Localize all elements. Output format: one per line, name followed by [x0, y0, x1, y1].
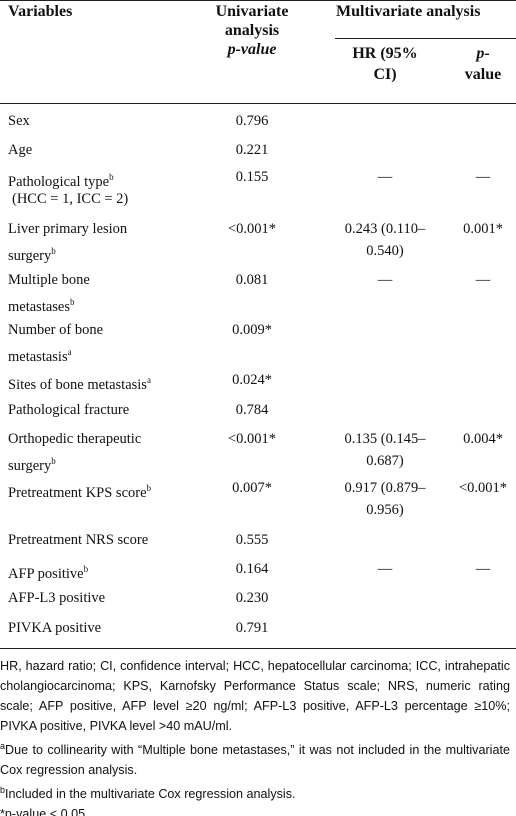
univariate-p: 0.230	[235, 590, 269, 606]
univariate-p: 0.796	[235, 113, 269, 129]
multivariate-p: 0.004*	[463, 431, 503, 447]
footnote-mark: a	[67, 347, 72, 357]
univariate-p: 0.791	[235, 620, 269, 636]
univariate-p: 0.009*	[232, 322, 272, 338]
footnote: *p-value < 0.05.	[0, 804, 510, 816]
variable-text: metastases	[8, 298, 71, 315]
footnotes: HR, hazard ratio; CI, confidence interva…	[0, 656, 510, 816]
header-p: value	[464, 66, 502, 83]
hr-ci: 0.956)	[366, 502, 404, 518]
variable-text: metastasis	[8, 348, 68, 365]
multivariate-p: —	[475, 169, 491, 185]
hr-ci: 0.687)	[366, 453, 404, 469]
multivariate-p: 0.001*	[463, 221, 503, 237]
hr-ci: —	[377, 169, 393, 185]
footnote: aDue to collinearity with “Multiple bone…	[0, 736, 510, 780]
hr-ci: 0.917 (0.879–	[344, 480, 426, 496]
variable-text: Pretreatment NRS score	[8, 532, 149, 548]
footnote-mark: b	[109, 172, 114, 182]
footnote-mark: b	[83, 564, 89, 574]
univariate-p: 0.164	[235, 561, 269, 577]
footnote-mark: b	[70, 297, 75, 307]
variable: Pretreatment KPS scoreb	[8, 477, 151, 504]
univariate-p: 0.784	[235, 402, 269, 418]
footnote: bIncluded in the multivariate Cox regres…	[0, 780, 510, 804]
variable-text: surgery	[8, 457, 52, 474]
variable-text: Sex	[8, 113, 30, 129]
header-univariate: analysis	[224, 22, 280, 39]
header-univariate: p-value	[227, 41, 277, 58]
header-hr: HR (95%	[352, 45, 418, 62]
variable-text: Pathological fracture	[8, 402, 130, 418]
variable-text: Pathological type	[8, 173, 110, 190]
variable-text: Orthopedic therapeutic	[8, 431, 142, 447]
hr-ci: —	[377, 272, 393, 288]
variable-text: AFP-L3 positive	[8, 590, 106, 606]
univariate-p: <0.001*	[227, 431, 277, 447]
variable-note: (HCC = 1, ICC = 2)	[12, 191, 129, 207]
multivariate-p: —	[475, 561, 491, 577]
univariate-p: <0.001*	[227, 221, 277, 237]
variable-text: Liver primary lesion	[8, 221, 128, 237]
footnote-mark: a	[146, 375, 151, 385]
footnote-mark: b	[146, 483, 152, 493]
variable-text: Multiple bone	[8, 272, 90, 288]
variable-text: Age	[8, 142, 33, 158]
variable-text: Pretreatment KPS score	[8, 484, 147, 501]
variable: Sex	[8, 110, 30, 132]
footnote-mark: b	[0, 785, 6, 796]
variable: Liver primary lesion	[8, 218, 127, 240]
rule	[0, 103, 516, 104]
variable: PIVKA positive	[8, 617, 101, 639]
header-variables: Variables	[8, 3, 73, 20]
abbreviations: HR, hazard ratio; CI, confidence interva…	[0, 659, 510, 733]
variable: Pretreatment NRS score	[8, 529, 148, 551]
univariate-p: 0.555	[235, 532, 269, 548]
univariate-p: 0.024*	[232, 372, 272, 388]
variable-text: Number of bone	[8, 322, 104, 338]
variable-text: AFP positive	[8, 565, 84, 582]
rule	[335, 38, 516, 39]
variable: Sites of bone metastasisa	[8, 369, 151, 396]
variable: Multiple bone	[8, 269, 90, 291]
variable-text: PIVKA positive	[8, 620, 102, 636]
footnote-mark: *	[0, 807, 5, 816]
footnote-text: Due to collinearity with “Multiple bone …	[0, 743, 510, 778]
univariate-p: 0.081	[235, 272, 269, 288]
variable: surgeryb	[8, 450, 56, 477]
variable: surgeryb	[8, 240, 56, 267]
footnote-text: p-value < 0.05.	[4, 807, 89, 816]
footnote-mark: a	[0, 741, 6, 751]
variable-text: Sites of bone metastasis	[8, 376, 147, 393]
variable: Pathological typeb	[8, 166, 114, 193]
header-hr: CI)	[373, 66, 397, 83]
variable: Number of bone	[8, 319, 103, 341]
header-multivariate: Multivariate analysis	[336, 3, 481, 20]
variable: Orthopedic therapeutic	[8, 428, 141, 450]
variable: metastasesb	[8, 291, 75, 318]
hr-ci: 0.243 (0.110–	[344, 221, 426, 237]
variable: AFP-L3 positive	[8, 587, 105, 609]
univariate-p: 0.007*	[232, 480, 272, 496]
multivariate-p: <0.001*	[458, 480, 508, 496]
univariate-p: 0.221	[235, 142, 269, 158]
variable: Pathological fracture	[8, 399, 129, 421]
hr-ci: 0.135 (0.145–	[344, 431, 426, 447]
variable: metastasisa	[8, 341, 72, 368]
variable: AFP positiveb	[8, 558, 88, 585]
rule	[0, 648, 516, 649]
header-univariate: Univariate	[215, 3, 289, 20]
footnote-mark: b	[51, 456, 56, 466]
hr-ci: 0.540)	[366, 243, 404, 259]
univariate-p: 0.155	[235, 169, 269, 185]
rule	[0, 0, 516, 1]
footnote-text: Included in the multivariate Cox regress…	[5, 787, 296, 802]
multivariate-p: —	[475, 272, 491, 288]
variable-text: surgery	[8, 247, 52, 264]
hr-ci: —	[377, 561, 393, 577]
footnote-mark: b	[51, 246, 56, 256]
header-p: p-	[476, 45, 490, 62]
variable: Age	[8, 139, 32, 161]
